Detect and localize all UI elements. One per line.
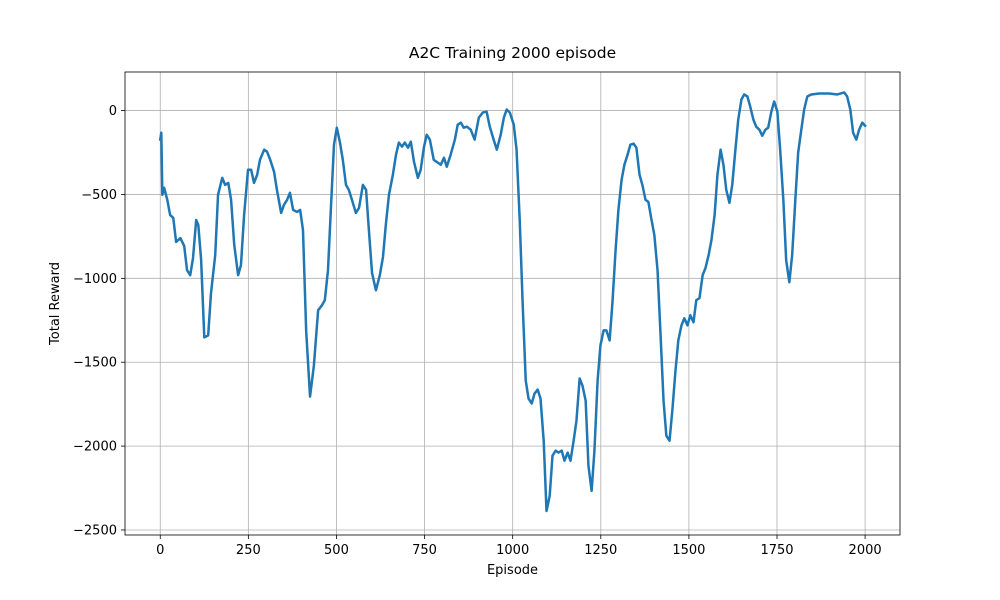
x-tick-label: 1000 — [496, 543, 529, 558]
chart-title: A2C Training 2000 episode — [409, 44, 616, 62]
x-tick-label: 500 — [324, 543, 349, 558]
y-tick-label: −2500 — [73, 523, 117, 538]
y-tick-label: −1000 — [73, 272, 117, 287]
y-tick-label: −2000 — [73, 440, 117, 455]
x-tick-label: 250 — [236, 543, 261, 558]
x-axis-label: Episode — [487, 563, 538, 578]
y-tick-label: 0 — [109, 104, 117, 119]
x-tick-label: 2000 — [849, 543, 882, 558]
x-tick-label: 750 — [412, 543, 437, 558]
data-line — [158, 91, 867, 513]
x-tick-label: 1750 — [760, 543, 793, 558]
x-tick-label: 0 — [156, 543, 164, 558]
x-tick-label: 1250 — [584, 543, 617, 558]
y-tick-label: −500 — [81, 188, 117, 203]
plot-area — [158, 91, 867, 513]
y-tick-label: −1500 — [73, 356, 117, 371]
ticks: 0 250 500 750 1000 1250 1500 1750 2000 −2500 −2000… — [73, 104, 882, 558]
y-axis-label: Total Reward — [48, 262, 63, 346]
grid — [125, 72, 900, 535]
x-tick-label: 1500 — [672, 543, 705, 558]
